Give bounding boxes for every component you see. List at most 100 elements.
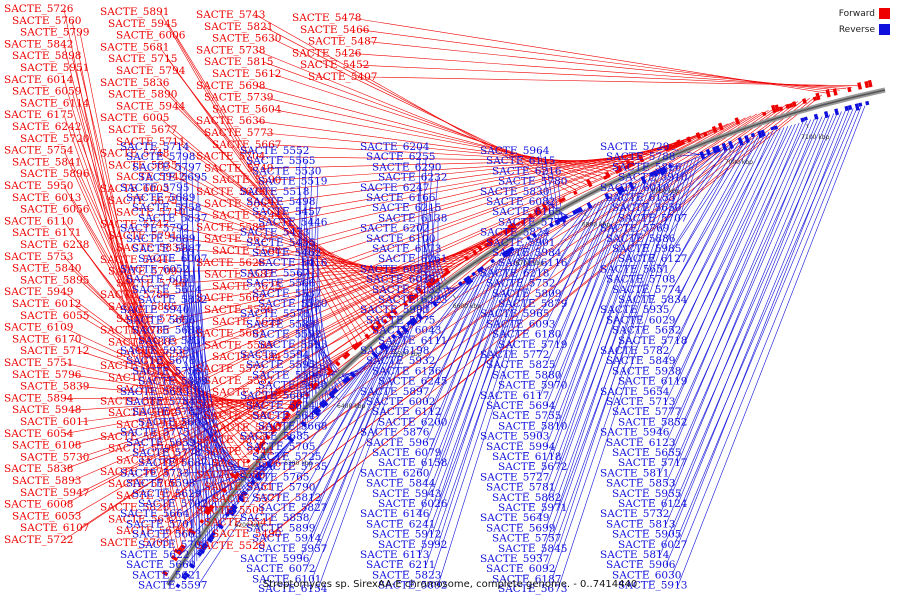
gene-label: SACTE_5710 — [116, 207, 185, 219]
label-connector — [359, 64, 853, 88]
label-connector — [671, 118, 815, 454]
gene-label: SACTE_5951 — [20, 62, 89, 74]
gene-label: SACTE_6238 — [20, 239, 89, 251]
label-connector — [419, 249, 515, 474]
forward-feature — [778, 106, 784, 111]
reverse-feature — [728, 140, 734, 150]
label-connector — [71, 91, 200, 521]
gene-label: SACTE_5672 — [498, 461, 567, 473]
forward-feature — [585, 178, 593, 188]
label-connector — [665, 107, 858, 566]
gene-label: SACTE_6055 — [20, 310, 89, 322]
label-connector — [671, 127, 785, 372]
gene-label: SACTE_5694 — [486, 400, 556, 412]
label-connector — [677, 121, 804, 423]
label-connector — [677, 117, 819, 464]
gene-label: SACTE_5699 — [486, 522, 555, 534]
gene-label: SACTE_5780 — [498, 176, 567, 188]
label-connector — [659, 112, 838, 515]
reverse-feature — [744, 134, 750, 144]
reverse-feature — [616, 187, 623, 196]
forward-feature — [369, 324, 378, 333]
gene-labels: SACTE_5726SACTE_5760SACTE_5799SACTE_5842… — [4, 3, 688, 595]
gene-label: SACTE_6153 — [606, 192, 675, 204]
gene-label: SACTE_6204 — [360, 141, 430, 153]
gene-label: SACTE_5797 — [132, 161, 201, 173]
gene-label: SACTE_6127 — [618, 253, 687, 265]
gene-label: SACTE_5705 — [246, 441, 315, 453]
gene-label: SACTE_5950 — [4, 180, 73, 192]
gene-label: SACTE_5790 — [246, 482, 315, 494]
gene-label: SACTE_5457 — [252, 206, 321, 218]
reverse-feature — [188, 562, 196, 569]
forward-feature — [505, 227, 512, 234]
gene-label: SACTE_5897 — [360, 386, 429, 398]
forward-feature — [510, 222, 517, 231]
gene-label: SACTE_5677 — [108, 124, 177, 136]
reverse-feature — [577, 206, 584, 213]
forward-feature — [791, 101, 797, 107]
gene-label: SACTE_5769 — [600, 223, 669, 235]
reverse-feature — [640, 175, 647, 185]
reverse-feature — [332, 387, 339, 394]
gene-label: SACTE_5938 — [612, 365, 681, 377]
label-connector — [263, 61, 592, 183]
gene-label: SACTE_6260 — [360, 467, 429, 479]
gene-label: SACTE_6013 — [12, 192, 81, 204]
gene-label: SACTE_5935 — [600, 304, 669, 316]
label-connector — [185, 452, 280, 525]
reverse-feature — [813, 113, 819, 120]
gene-label: SACTE_6008 — [4, 499, 73, 511]
gene-label: SACTE_5676 — [126, 355, 196, 367]
gene-label: SACTE_5826 — [612, 161, 682, 173]
reverse-feature — [229, 506, 237, 514]
forward-feature — [386, 312, 393, 320]
forward-feature — [864, 81, 870, 89]
label-connector — [671, 106, 862, 576]
reverse-feature — [208, 534, 215, 540]
reverse-feature — [628, 181, 635, 190]
reverse-feature — [490, 258, 496, 264]
gene-label: SACTE_5579 — [196, 434, 265, 446]
label-connector — [425, 263, 493, 403]
label-connector — [299, 191, 308, 422]
reverse-feature — [658, 167, 665, 176]
label-connector — [299, 338, 395, 519]
label-connector — [351, 53, 846, 90]
gene-label: SACTE_5833 — [116, 242, 185, 254]
gene-label: SACTE_5781 — [486, 482, 555, 494]
label-connector — [185, 238, 213, 539]
gene-label: SACTE_6005 — [100, 112, 169, 124]
gene-label: SACTE_6092 — [486, 563, 555, 575]
gene-label: SACTE_6059 — [12, 86, 81, 98]
forward-feature — [520, 220, 526, 225]
forward-feature — [686, 136, 692, 143]
label-connector — [539, 191, 620, 356]
label-connector — [311, 352, 378, 458]
label-connector — [305, 345, 387, 488]
gene-label: SACTE_6138 — [378, 212, 447, 224]
gene-label: SACTE_6079 — [372, 447, 441, 459]
reverse-feature — [652, 170, 659, 178]
forward-feature — [857, 82, 863, 90]
label-connector — [299, 328, 407, 560]
gene-label: SACTE_5773 — [204, 127, 273, 139]
label-connector — [437, 276, 475, 341]
gene-label: SACTE_5719 — [498, 339, 567, 351]
gene-label: SACTE_5811 — [600, 467, 669, 479]
forward-feature — [734, 117, 740, 125]
gene-label: SACTE_6112 — [372, 406, 441, 418]
gene-label: SACTE_5786 — [100, 289, 170, 301]
label-connector — [197, 259, 218, 533]
scale-tick-label: 7000 kbp — [725, 159, 753, 166]
gene-label: SACTE_5796 — [12, 369, 82, 381]
gene-label: SACTE_5793 — [108, 443, 177, 455]
label-connector — [71, 339, 279, 423]
label-connector — [545, 189, 623, 366]
label-connector — [255, 153, 651, 193]
gene-label: SACTE_5586 — [204, 304, 274, 316]
gene-label: SACTE_5733 — [120, 467, 189, 479]
gene-label: SACTE_6158 — [378, 457, 447, 469]
forward-feature — [234, 471, 240, 477]
label-connector — [311, 293, 335, 395]
